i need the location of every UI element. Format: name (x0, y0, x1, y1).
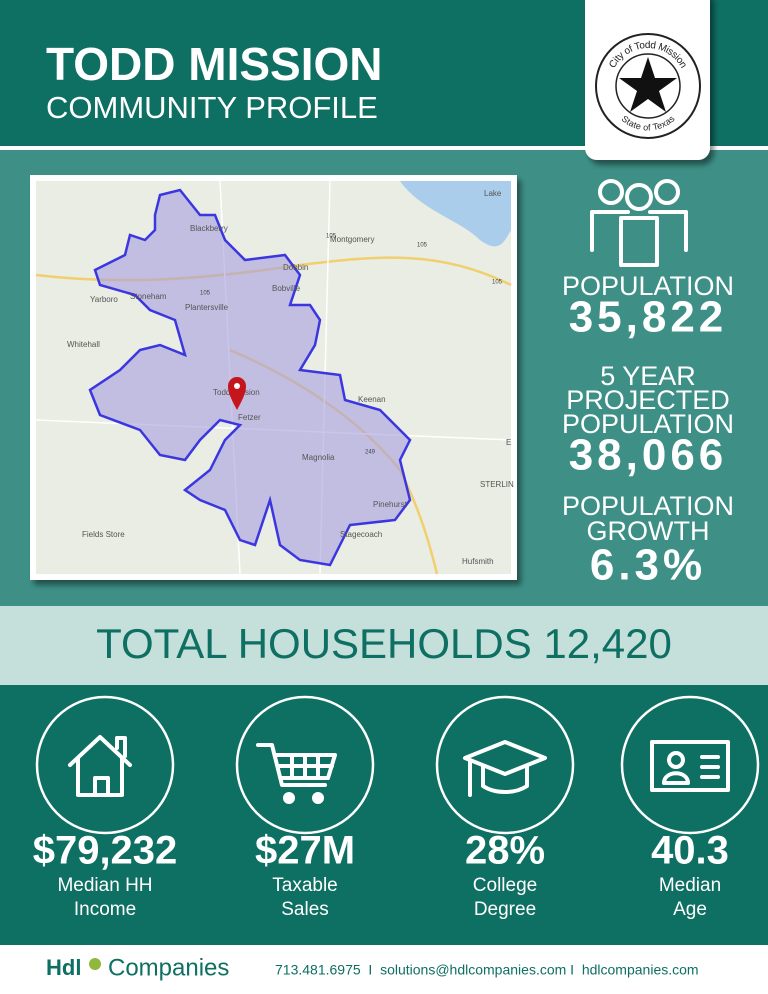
divider (0, 146, 768, 150)
road-number: 249 (365, 450, 376, 456)
metric-label: Sales (281, 899, 329, 920)
road-number: 105 (200, 291, 211, 297)
households: TOTAL HOUSEHOLDS 12,420 (96, 620, 672, 667)
map-label: Fields Store (82, 530, 125, 539)
seal: City of Todd Mission State of Texas (585, 0, 710, 160)
map-label: Dobbin (283, 263, 308, 272)
metric-label: College (473, 875, 537, 896)
map-label: Hufsmith (462, 557, 494, 566)
brand: Hdl (46, 955, 81, 980)
stat-value: 6.3% (590, 541, 706, 590)
stat-value: 35,822 (569, 293, 728, 342)
seal-star (619, 57, 677, 112)
map-label: Fetzer (238, 413, 261, 422)
stat-label: POPULATION (562, 491, 734, 521)
metric-label: Income (74, 899, 136, 920)
map: Blackberry Montgomery Lake Yarboro Stoneham P… (30, 175, 517, 580)
brand-mark (89, 958, 101, 970)
road-number: 105 (492, 280, 503, 286)
map-label: Blackberry (190, 224, 228, 233)
metric-value: 28% (465, 829, 545, 873)
map-label: Magnolia (302, 453, 335, 462)
seal-ring (615, 53, 681, 119)
metric-value: 40.3 (651, 829, 729, 873)
seal-ring (595, 33, 701, 139)
map-label: Bobville (272, 284, 301, 293)
lake (400, 181, 511, 247)
map-label: Yarboro (90, 295, 118, 304)
map-label: E (506, 438, 511, 447)
metric-label: Age (673, 899, 707, 920)
metric-label: Median (659, 875, 721, 896)
metric-label: Taxable (272, 875, 338, 896)
stat-label: POPULATION (562, 409, 734, 439)
map-label: Stagecoach (340, 530, 382, 539)
metric-value: $79,232 (33, 829, 178, 873)
metrics-section (0, 685, 768, 945)
stat-label: POPULATION (562, 271, 734, 301)
pin-dot (234, 383, 240, 389)
map-label: Pinehurst (373, 500, 408, 509)
stat-label: PROJECTED (566, 385, 730, 415)
road-number: 105 (417, 243, 428, 249)
stat-label: 5 YEAR (600, 361, 696, 391)
population-icon (590, 179, 688, 267)
footer (0, 945, 768, 994)
map-label: Whitehall (67, 340, 100, 349)
metric-label: Degree (474, 899, 536, 920)
subtitle: COMMUNITY PROFILE (46, 90, 378, 125)
map-label: Montgomery (330, 235, 374, 244)
contact: 713.481.6975 I solutions@hdlcompanies.co… (275, 962, 699, 978)
metric-label: Median HH (57, 875, 152, 896)
boundary (88, 188, 412, 567)
map-label: Lake (484, 189, 502, 198)
map-pin (228, 377, 246, 410)
title: TODD MISSION (46, 38, 383, 90)
map-label: Stoneham (130, 292, 167, 301)
households-band (0, 606, 768, 685)
metric-value: $27M (255, 829, 355, 873)
stat-label: GROWTH (587, 516, 710, 546)
map-label: STERLIN (480, 480, 514, 489)
map-label: Keenan (358, 395, 386, 404)
company: Companies (108, 954, 229, 981)
road-number: 105 (326, 234, 337, 240)
metric-icons (35, 695, 760, 835)
stat-value: 38,066 (569, 431, 728, 480)
map-label: Plantersville (185, 303, 229, 312)
